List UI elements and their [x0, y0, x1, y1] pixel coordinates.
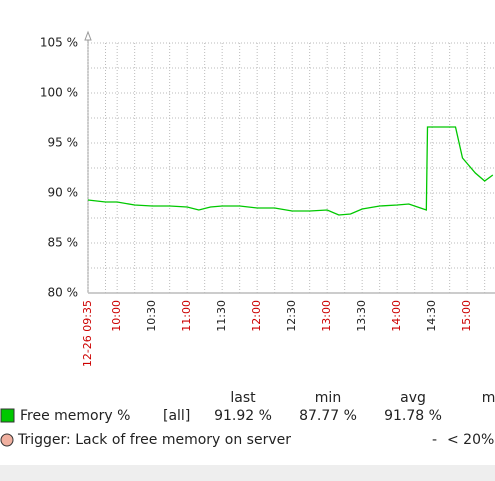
x-tick-label: 14:30: [425, 300, 438, 332]
legend-swatch: [0, 408, 15, 423]
x-tick-label: 13:30: [355, 300, 368, 332]
y-tick-label: 80 %: [48, 286, 79, 300]
legend-column: max: [482, 390, 495, 406]
x-tick-label: 15:00: [460, 300, 473, 332]
y-tick-label: 100 %: [40, 86, 78, 100]
y-tick-label: 105 %: [40, 36, 78, 50]
x-tick-label: 10:30: [145, 300, 158, 332]
legend-stat: 91.78 %: [384, 408, 442, 424]
legend-column: min: [315, 390, 341, 406]
trigger-label: Trigger: Lack of free memory on server: [17, 432, 291, 448]
legend-scope: [all]: [163, 408, 190, 424]
axis-arrow: [84, 30, 92, 41]
x-tick-label: 12-26 09:35: [81, 300, 94, 367]
trigger-sign: -: [432, 432, 437, 448]
x-tick-label: 11:00: [180, 300, 193, 332]
x-tick-label: 11:30: [215, 300, 228, 332]
y-tick-label: 85 %: [48, 236, 79, 250]
line: [87, 126, 494, 216]
legend-column: last: [230, 390, 256, 406]
x-tick-label: 12:30: [285, 300, 298, 332]
x-tick-label: 12:00: [250, 300, 263, 332]
x-tick-label: 10:00: [110, 300, 123, 332]
x-tick-label: 13:00: [320, 300, 333, 332]
x-tick-label: 14:00: [390, 300, 403, 332]
legend-name: Free memory %: [20, 408, 130, 424]
y-tick-label: 95 %: [48, 136, 79, 150]
y-tick-label: 90 %: [48, 186, 79, 200]
legend-stat: 87.77 %: [299, 408, 357, 424]
footer-bar: [0, 465, 495, 481]
trigger-threshold: < 20%: [447, 432, 494, 448]
trigger-icon: [0, 433, 14, 447]
legend-stat: 91.92 %: [214, 408, 272, 424]
legend-column: avg: [400, 390, 426, 406]
